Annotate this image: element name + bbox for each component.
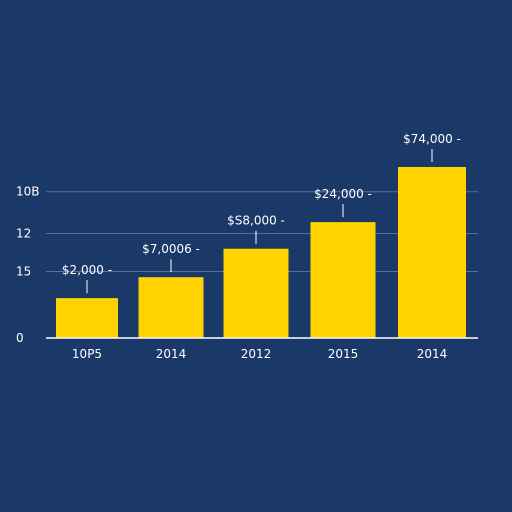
bar-value-label: $2,000 - [62,263,112,277]
bar [223,248,289,338]
bar [138,277,204,338]
x-tick-label: 2015 [328,347,359,361]
bar-value-label: $S8,000 - [227,214,285,228]
x-tick-label: 2014 [156,347,187,361]
bars [56,167,466,338]
x-tick-label: 10P5 [72,347,102,361]
y-tick-labels: 10B 12 15 0 [16,185,40,345]
bar-labels: $2,000 - $7,0006 - $S8,000 - $24,000 - $74,0… [62,132,461,294]
bar-value-label: $24,000 - [314,187,372,201]
y-tick-label: 15 [16,265,31,279]
x-tick-label: 2014 [417,347,448,361]
y-tick-label: 10B [16,185,40,199]
bar-value-label: $7,0006 - [142,242,200,256]
bar [56,298,118,338]
bar-value-label: $74,000 - [403,132,461,146]
y-tick-label: 12 [16,227,31,241]
y-tick-label: 0 [16,331,24,345]
bar [398,167,466,338]
x-tick-label: 2012 [241,347,272,361]
bar [310,222,376,338]
x-tick-labels: 10P5 2014 2012 2015 2014 [72,347,447,361]
